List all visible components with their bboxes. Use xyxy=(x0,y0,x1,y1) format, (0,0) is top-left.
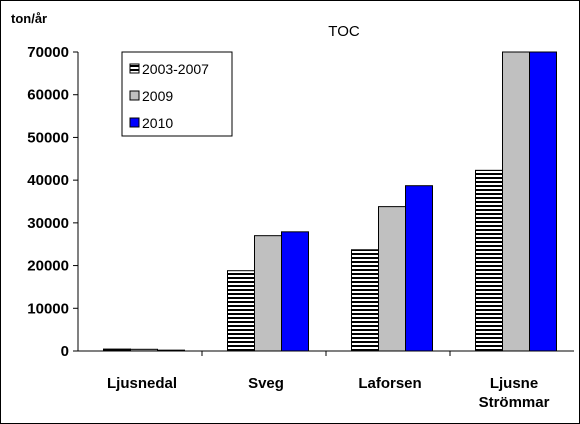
legend-swatch xyxy=(129,90,140,101)
y-tick-label: 60000 xyxy=(27,87,69,104)
y-tick-label: 30000 xyxy=(27,215,69,232)
bar-2009-Sveg xyxy=(254,235,282,352)
x-category-label: Laforsen xyxy=(358,375,421,392)
y-tick-label: 20000 xyxy=(27,258,69,275)
y-axis-label: ton/år xyxy=(11,11,47,26)
bar-2009-Ljusne-Strömmar xyxy=(502,51,530,352)
bar-2010-Ljusnedal xyxy=(157,349,185,352)
bar-2009-Laforsen xyxy=(378,206,406,352)
bar-2003-2007-Ljusne-Strömmar xyxy=(475,169,503,352)
legend-entry-label: 2010 xyxy=(142,115,173,131)
y-tick-label: 70000 xyxy=(27,44,69,61)
legend: 2003-2007 2009 2010 xyxy=(121,51,233,137)
bar-2010-Laforsen xyxy=(405,185,433,352)
plot-area: 0 10000 20000 30000 40000 50000 60000 70000 Ljus… xyxy=(27,44,574,411)
bar-2010-Ljusne-Strömmar xyxy=(529,51,557,352)
x-category-label: Sveg xyxy=(248,375,284,392)
legend-entry-label: 2003-2007 xyxy=(142,61,209,77)
y-tick-label: 50000 xyxy=(27,129,69,146)
legend-swatch xyxy=(129,117,140,128)
bar-2003-2007-Sveg xyxy=(227,270,255,352)
bar-2003-2007-Laforsen xyxy=(351,249,379,352)
y-tick-label: 0 xyxy=(61,343,69,360)
bar-2010-Sveg xyxy=(281,231,309,352)
x-category-label: Strömmar xyxy=(479,394,550,411)
y-tick-label: 10000 xyxy=(27,300,69,317)
x-category-label: Ljusne xyxy=(490,375,538,392)
chart-title: TOC xyxy=(328,23,360,40)
legend-swatch xyxy=(129,63,140,74)
y-tick-label: 40000 xyxy=(27,172,69,189)
legend-box xyxy=(121,51,233,137)
bar-2009-Ljusnedal xyxy=(130,348,158,352)
x-category-label: Ljusnedal xyxy=(107,375,177,392)
legend-entry-label: 2009 xyxy=(142,88,173,104)
bar-2003-2007-Ljusnedal xyxy=(103,348,131,352)
